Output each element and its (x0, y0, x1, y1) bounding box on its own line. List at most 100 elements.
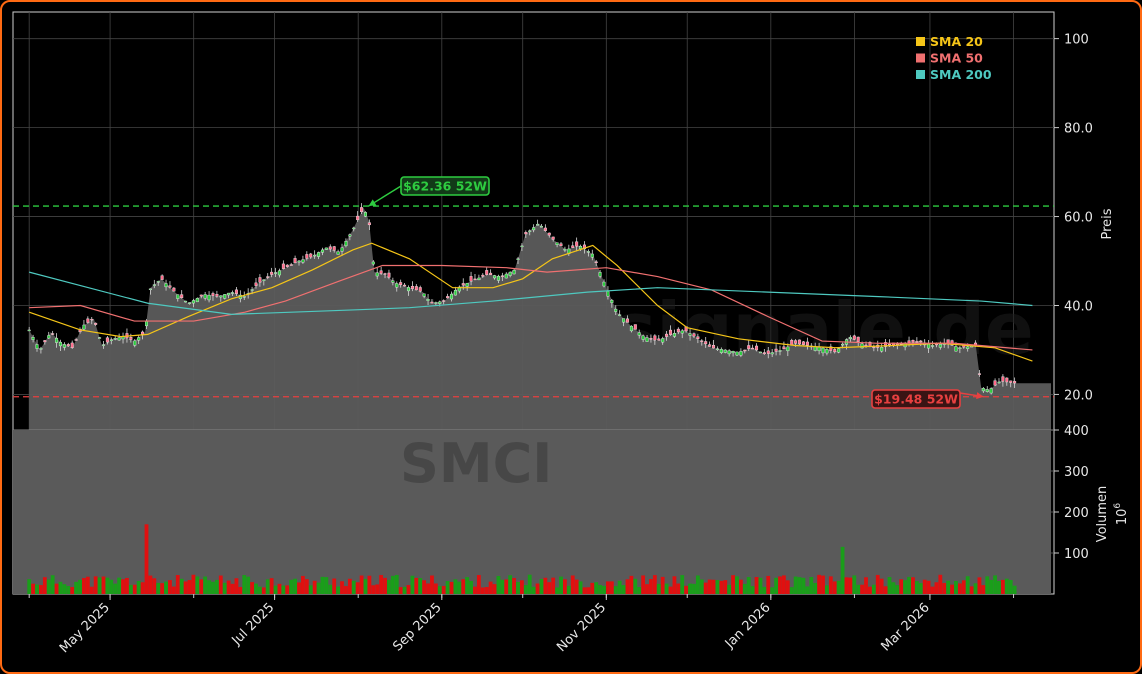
volume-bar-down (961, 580, 966, 594)
volume-bar-up (914, 581, 919, 594)
volume-bar-up (735, 576, 739, 594)
volume-bar-up (258, 586, 262, 594)
candle-up (62, 344, 66, 348)
volume-bar-down (590, 582, 595, 594)
volume-bar-down (969, 586, 974, 594)
volume-bar-down (738, 579, 743, 594)
candle-up (371, 261, 375, 265)
price-tick-label: 20.0 (1064, 388, 1093, 403)
52w-low-label-box (871, 389, 961, 409)
volume-bar-up (633, 578, 638, 594)
price-y-axis-label: Preis (1100, 208, 1115, 239)
candle-up (352, 227, 356, 230)
volume-bar-down (426, 583, 430, 594)
candle-down (798, 339, 802, 345)
volume-bar-down (645, 584, 649, 594)
volume-bar-down (574, 579, 579, 594)
volume-bar-down (238, 586, 243, 594)
x-tick-label: May 2025 (57, 600, 113, 656)
candle-up (622, 318, 626, 323)
candle-up (586, 251, 590, 253)
candle-down (743, 349, 747, 352)
x-tick-label: Sep 2025 (390, 600, 444, 654)
volume-bar-up (578, 581, 583, 594)
candle-up (156, 281, 160, 283)
candle-down (442, 300, 446, 302)
volume-y-axis-exponent: 106 (1113, 503, 1130, 526)
candle-down (446, 296, 450, 299)
volume-bar-up (195, 576, 200, 594)
candle-up (661, 338, 665, 343)
volume-bar-down (703, 582, 708, 594)
candle-down (410, 285, 414, 289)
volume-bar-up (727, 584, 732, 594)
candle-up (317, 252, 321, 257)
candle-down (704, 341, 708, 345)
candle-up (680, 330, 684, 334)
candle-up (848, 337, 852, 339)
volume-bar-up (164, 581, 168, 594)
candle-down (805, 341, 809, 346)
volume-bar-up (621, 585, 626, 594)
volume-bar-down (375, 584, 380, 594)
volume-bar-down (148, 575, 153, 594)
volume-bar-down (183, 581, 188, 594)
candle-up (880, 347, 884, 352)
candle-up (731, 351, 735, 354)
candle-up (981, 388, 985, 392)
volume-bar-up (394, 574, 399, 594)
volume-panel: SMCI 400 300 200 100 Volumen 106 (12, 424, 1130, 595)
volume-bar-down (414, 577, 419, 594)
volume-bar-up (500, 579, 505, 594)
volume-bar-down (144, 524, 149, 594)
candle-down (379, 270, 383, 274)
volume-bar-down (132, 584, 137, 594)
volume-bar-up (402, 586, 407, 594)
volume-bar-up (128, 584, 133, 594)
candle-up (958, 347, 962, 349)
52w-low-arrow-head (976, 392, 984, 400)
candle-up (606, 291, 610, 297)
volume-bar-down (883, 586, 888, 594)
volume-bar-down (875, 574, 880, 594)
candle-up (31, 337, 35, 340)
volume-bar-up (207, 580, 211, 594)
candle-down (86, 318, 90, 323)
volume-bar-up (58, 581, 63, 594)
legend-label: SMA 20 (930, 34, 983, 49)
volume-bar-down (879, 578, 884, 594)
volume-bar-up (179, 578, 184, 594)
volume-bar-down (430, 575, 434, 594)
volume-bar-up (387, 579, 391, 594)
annotations: $62.36 52W $19.48 52W (368, 176, 984, 409)
candle-down (105, 337, 109, 343)
volume-bar-up (594, 582, 599, 594)
volume-bar-down (484, 587, 489, 594)
candle-down (911, 340, 915, 343)
candle-down (782, 346, 786, 350)
price-tick-label: 60.0 (1064, 211, 1093, 226)
volume-bar-down (285, 585, 290, 594)
volume-bar-down (668, 586, 673, 594)
volume-bar-up (281, 585, 286, 594)
candle-down (852, 335, 856, 340)
volume-bar-down (422, 580, 427, 594)
candle-down (907, 340, 911, 343)
candle-down (571, 245, 575, 248)
volume-bar-up (746, 577, 751, 594)
candle-up (532, 227, 536, 231)
candle-up (931, 345, 935, 347)
candle-down (676, 328, 680, 333)
volume-bar-up (328, 584, 333, 594)
volume-bar-up (35, 584, 39, 594)
52w-high-arrow-head (368, 199, 377, 207)
candle-up (536, 224, 540, 226)
volume-bar-down (433, 583, 438, 594)
volume-bar-up (289, 579, 294, 594)
volume-bar-down (660, 576, 665, 594)
candle-down (215, 294, 219, 297)
candle-down (547, 232, 551, 236)
volume-bar-up (105, 577, 110, 594)
candlesticks (27, 203, 1017, 395)
volume-bar-down (606, 581, 610, 594)
